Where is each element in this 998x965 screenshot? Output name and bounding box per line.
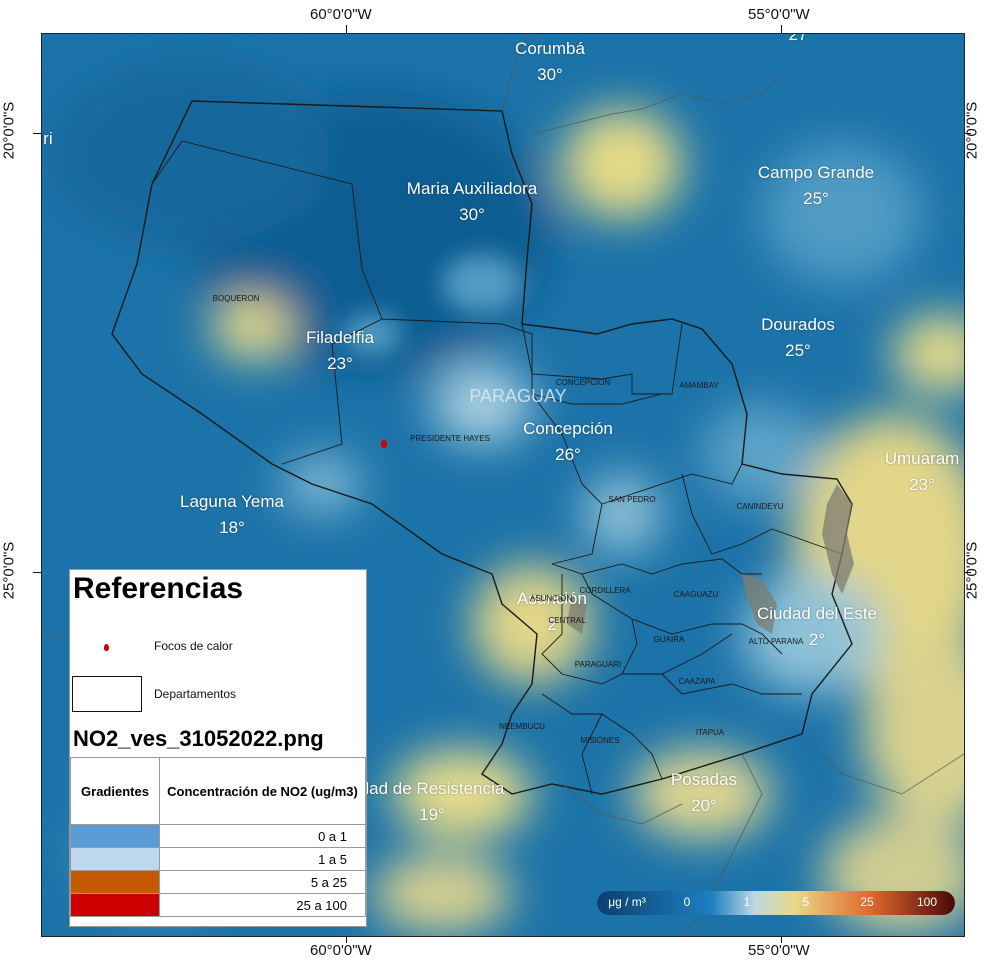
legend-title: Referencias	[73, 572, 244, 605]
city-label-partial-left: iri	[42, 129, 53, 148]
colorbar-label-25: 25	[860, 895, 874, 909]
table-row: 25 a 100	[70, 893, 366, 917]
city-label-asuncion: Asunción 2	[517, 589, 587, 634]
colorbar-label-100: 100	[916, 895, 938, 909]
city-label-partial-top: 27	[788, 33, 808, 44]
table-row: 0 a 1	[70, 824, 366, 848]
gradient-swatch	[70, 824, 160, 848]
gradient-swatch	[70, 847, 160, 871]
top-axis-label-1: 60°0'0"W	[310, 6, 372, 23]
city-label-concepcion: Concepción 26°	[523, 419, 613, 464]
city-label-laguna-yema: Laguna Yema 18°	[180, 492, 284, 537]
table-row: 1 a 5	[70, 847, 366, 871]
legend-hotspots-label: Focos de calor	[154, 639, 233, 653]
dept-label-san-pedro: SAN PEDRO	[608, 495, 656, 504]
concentration-col-header: Concentración de NO2 (ug/m3)	[159, 757, 366, 825]
dept-label-concepcion: CONCEPCION	[555, 378, 611, 387]
gradient-swatch	[70, 870, 160, 894]
dept-label-presidente-hayes: PRESIDENTE HAYES	[410, 434, 490, 443]
gradient-table: Gradientes Concentración de NO2 (ug/m3) …	[70, 757, 366, 917]
bottom-axis-label-1: 60°0'0"W	[310, 942, 372, 959]
city-label-ciudad-del-este: Ciudad del Este 2°	[756, 604, 878, 649]
dept-label-misiones: MISIONES	[580, 736, 620, 745]
legend-departments-label: Departamentos	[154, 687, 237, 701]
dept-label-caaguazu: CAAGUAZU	[673, 590, 719, 599]
dept-label-caazapa: CAAZAPA	[678, 677, 716, 686]
city-label-umuaram: Umuaram 23°	[884, 449, 960, 494]
range-value: 0 a 1	[159, 824, 366, 848]
legend-file-name: NO2_ves_31052022.png	[73, 726, 324, 751]
top-axis-label-2: 55°0'0"W	[748, 6, 810, 23]
dept-label-neembucu: NEEMBUCU	[499, 722, 545, 731]
bottom-axis-label-2: 55°0'0"W	[748, 942, 810, 959]
range-value: 25 a 100	[159, 893, 366, 917]
right-axis-label-2: 25°0'0"S	[963, 541, 981, 600]
left-axis-label-1: 20°0'0"S	[0, 101, 18, 160]
dept-label-asuncion: ASUNCION	[529, 594, 573, 603]
colorbar: μg / m³ 0 1 5 25 100	[597, 891, 955, 915]
gradient-col-header: Gradientes	[70, 757, 160, 825]
dept-label-central: CENTRAL	[548, 616, 586, 625]
hotspot-marker[interactable]	[381, 440, 387, 448]
dept-label-canindeyu: CANINDEYU	[736, 502, 784, 511]
colorbar-label-1: 1	[743, 895, 751, 909]
city-label-dourados: Dourados 25°	[761, 315, 835, 360]
dept-label-alto-parana: ALTO PARANA	[748, 637, 804, 646]
city-label-posadas: Posadas 20°	[670, 770, 738, 815]
dept-label-itapua: ITAPUA	[695, 728, 725, 737]
table-row: 5 a 25	[70, 870, 366, 894]
city-label-maria-auxiliadora: Maria Auxiliadora 30°	[406, 179, 538, 224]
department-swatch	[72, 676, 142, 712]
right-axis-label-1: 20°0'0"S	[963, 101, 981, 160]
range-value: 5 a 25	[159, 870, 366, 894]
city-label-resistencia: dad de Resistencia 19°	[359, 779, 505, 824]
gradient-swatch	[70, 893, 160, 917]
country-label: PARAGUAY	[469, 386, 567, 406]
dept-label-amambay: AMAMBAY	[679, 381, 719, 390]
colorbar-label-0: 0	[683, 895, 691, 909]
dept-label-cordillera: CORDILLERA	[579, 586, 631, 595]
dept-label-guaira: GUAIRA	[653, 635, 685, 644]
city-label-campo-grande: Campo Grande 25°	[757, 163, 875, 208]
city-label-corumba: Corumbá 30°	[515, 39, 585, 84]
colorbar-unit: μg / m³	[608, 895, 646, 909]
city-label-filadelfia: Filadelfia 23°	[305, 328, 375, 373]
legend-panel: Referencias Focos de calor Departamentos…	[69, 569, 367, 927]
colorbar-label-5: 5	[802, 895, 810, 909]
left-axis-label-2: 25°0'0"S	[0, 541, 18, 600]
dept-label-boqueron: BOQUERON	[212, 294, 260, 303]
range-value: 1 a 5	[159, 847, 366, 871]
dept-label-paraguari: PARAGUARI	[574, 660, 622, 669]
hotspot-icon	[104, 644, 109, 651]
